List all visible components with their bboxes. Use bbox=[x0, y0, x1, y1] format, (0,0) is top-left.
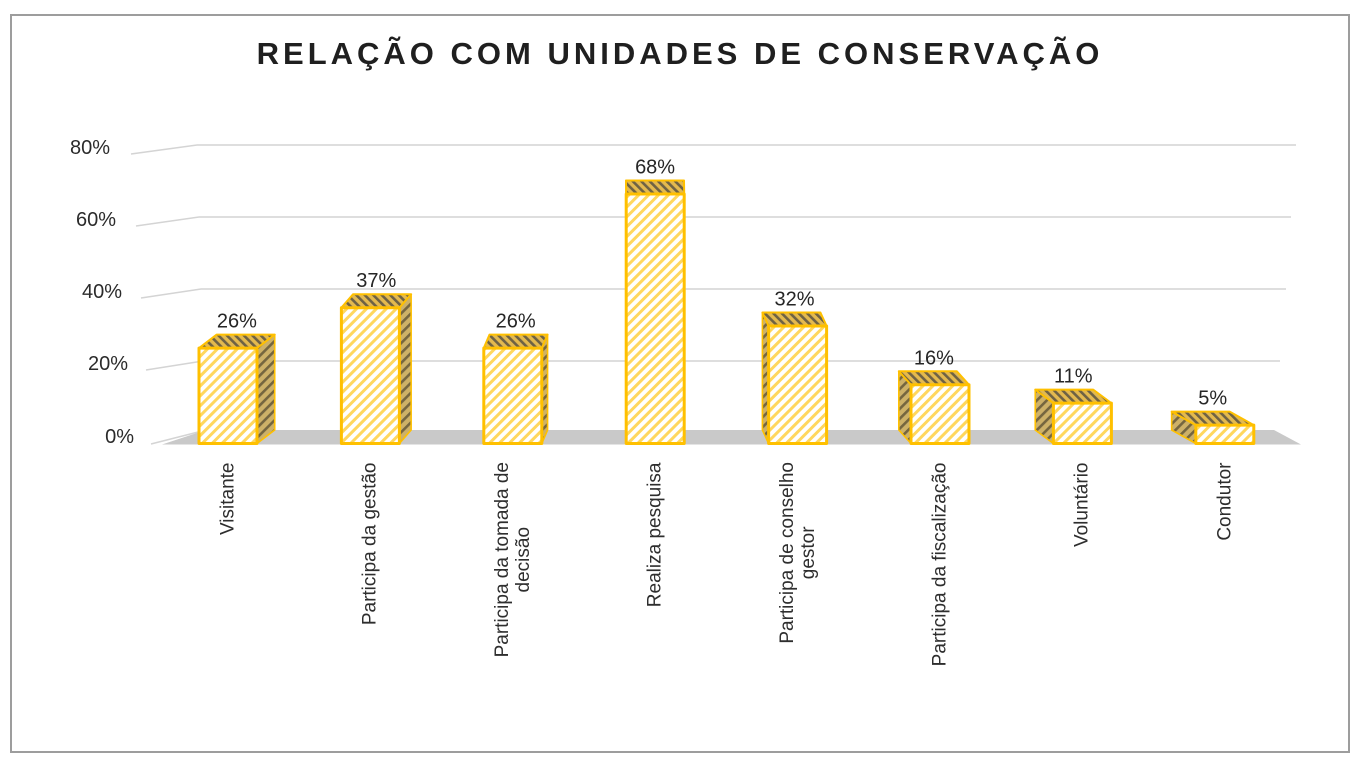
bar-top-face bbox=[897, 370, 970, 386]
bar-1 bbox=[339, 293, 413, 445]
category-label-fiscalizacao: Participa da fiscalização bbox=[929, 462, 951, 667]
bar-front-face bbox=[909, 383, 971, 445]
bar-top-face bbox=[761, 311, 828, 328]
bar-front-face bbox=[1194, 423, 1256, 445]
bar-front-face bbox=[1051, 401, 1113, 445]
value-label-2: 26% bbox=[496, 311, 536, 333]
bar-top-face bbox=[624, 179, 686, 195]
bar-0 bbox=[197, 333, 276, 445]
bar-top-face bbox=[482, 333, 549, 350]
value-label-4: 32% bbox=[774, 289, 814, 311]
chart-title: RELAÇÃO COM UNIDADES DE CONSERVAÇÃO bbox=[256, 36, 1104, 71]
category-label-tomada-de-decisao: Participa da tomada de decisão bbox=[492, 462, 534, 658]
gridline-60 bbox=[135, 216, 1291, 227]
bar-4 bbox=[761, 311, 829, 445]
bar-side-face bbox=[398, 293, 412, 445]
bar-7 bbox=[1170, 410, 1256, 445]
value-label-5: 16% bbox=[914, 347, 954, 369]
ytick-20: 20% bbox=[87, 353, 128, 375]
bar-front-face bbox=[482, 346, 544, 445]
category-label-voluntario: Voluntário bbox=[1071, 462, 1093, 548]
value-label-3: 68% bbox=[635, 156, 675, 178]
category-label-visitante: Visitante bbox=[217, 462, 239, 536]
gridline-80 bbox=[130, 144, 1296, 155]
bar-front-face bbox=[197, 346, 259, 445]
gridline-20 bbox=[145, 360, 1280, 371]
ytick-40: 40% bbox=[81, 281, 122, 303]
category-label-condutor: Condutor bbox=[1214, 462, 1236, 541]
bar-front-face bbox=[339, 306, 401, 445]
bar-side-face bbox=[256, 333, 276, 445]
bar-5 bbox=[897, 370, 971, 445]
bars-layer: 26% 37% 26% 68% 32% 16% 11% 5% bbox=[197, 156, 1256, 445]
bar-6 bbox=[1034, 388, 1113, 445]
bar-front-face bbox=[767, 324, 829, 445]
category-label-realiza-pesquisa: Realiza pesquisa bbox=[644, 462, 666, 608]
category-label-participa-da-gestao: Participa da gestão bbox=[359, 462, 381, 626]
gridline-0 bbox=[150, 429, 207, 445]
ytick-60: 60% bbox=[75, 209, 116, 231]
value-label-6: 11% bbox=[1054, 366, 1093, 388]
bar-top-face bbox=[340, 293, 413, 309]
ytick-80: 80% bbox=[69, 137, 110, 159]
value-label-1: 37% bbox=[356, 270, 396, 292]
gridlines bbox=[130, 144, 1296, 445]
category-label-conselho-gestor: Participa de conselho gestor bbox=[777, 462, 819, 644]
ytick-0: 0% bbox=[105, 426, 134, 448]
value-label-7: 5% bbox=[1198, 388, 1227, 410]
bar-front-face bbox=[624, 192, 686, 445]
bar-2 bbox=[482, 333, 549, 445]
chart-floor bbox=[162, 430, 1301, 445]
value-label-0: 26% bbox=[217, 311, 257, 333]
gridline-40 bbox=[140, 288, 1286, 299]
bar-3 bbox=[624, 179, 686, 445]
